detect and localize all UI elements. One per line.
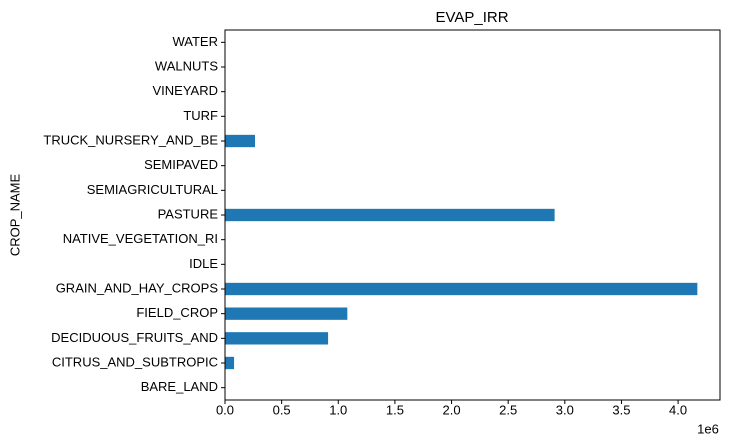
y-tick-label: TURF: [183, 108, 218, 123]
x-tick-label: 2.0: [443, 402, 461, 417]
y-tick-label: FIELD_CROP: [136, 305, 218, 320]
y-tick-label: SEMIPAVED: [144, 157, 218, 172]
bar: [225, 208, 555, 222]
x-tick-label: 1.0: [329, 402, 347, 417]
y-tick-label: BARE_LAND: [141, 379, 218, 394]
x-tick-label: 1.5: [386, 402, 404, 417]
chart-title: EVAP_IRR: [435, 9, 508, 26]
x-tick-label: 0.0: [216, 402, 234, 417]
y-tick-label: WATER: [173, 34, 219, 49]
x-tick-label: 2.5: [499, 402, 517, 417]
y-tick-label: IDLE: [189, 256, 218, 271]
x-tick-label: 3.5: [612, 402, 630, 417]
y-tick-label: VINEYARD: [153, 83, 219, 98]
y-tick-label: SEMIAGRICULTURAL: [87, 182, 218, 197]
y-tick-label: WALNUTS: [155, 58, 218, 73]
y-tick-label: NATIVE_VEGETATION_RI: [63, 231, 218, 246]
y-axis-label: CROP_NAME: [7, 174, 22, 257]
bar: [225, 282, 698, 296]
y-tick-label: PASTURE: [158, 206, 219, 221]
plot-frame: [224, 29, 721, 401]
bar: [225, 332, 329, 345]
bar: [225, 134, 256, 148]
x-tick-label: 4.0: [669, 402, 687, 417]
bar: [225, 307, 348, 320]
y-tick-label: GRAIN_AND_HAY_CROPS: [56, 280, 219, 295]
y-tick-label: CITRUS_AND_SUBTROPIC: [52, 354, 218, 369]
x-tick-label: 0.5: [273, 402, 291, 417]
bar: [225, 356, 235, 370]
x-tick-label: 3.0: [556, 402, 574, 417]
y-tick-label: DECIDUOUS_FRUITS_AND: [51, 330, 218, 345]
y-tick-label: TRUCK_NURSERY_AND_BE: [43, 132, 218, 147]
offset-label: 1e6: [697, 421, 719, 436]
